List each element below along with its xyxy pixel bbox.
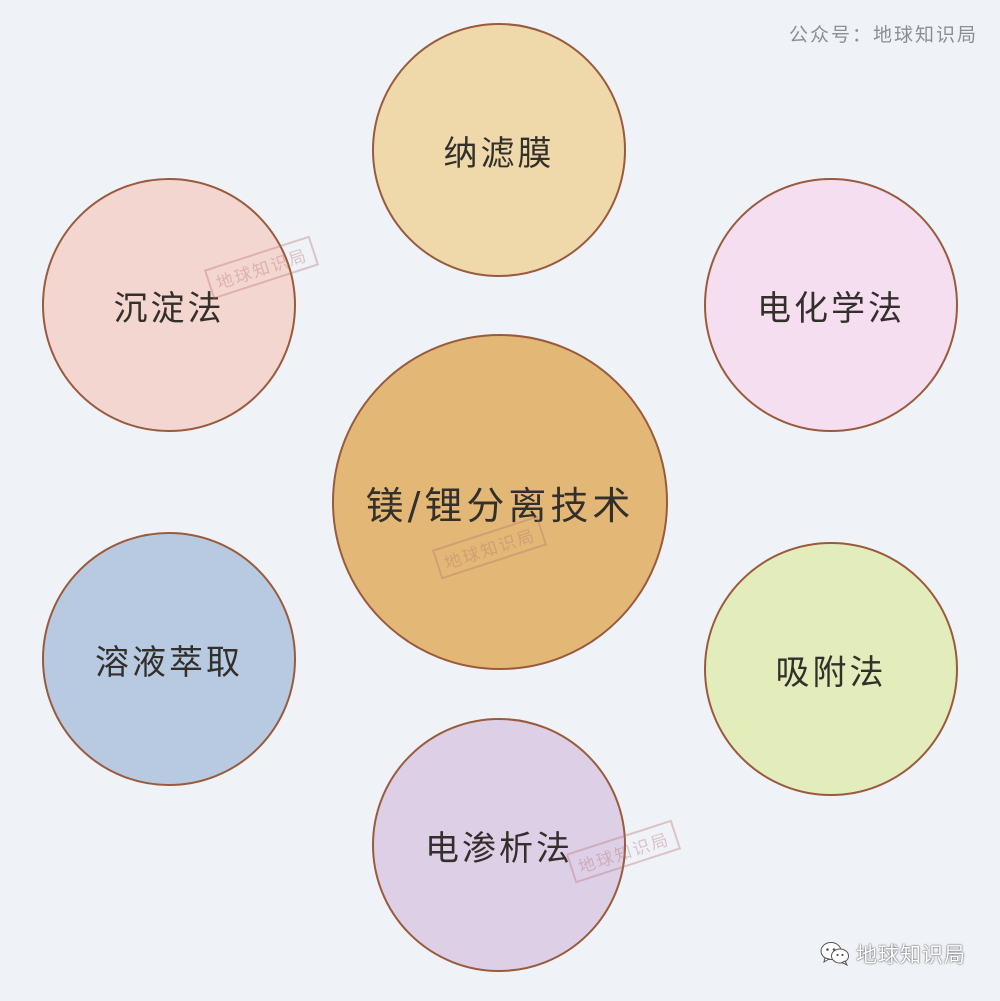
node-label: 吸附法 — [775, 652, 887, 693]
node-label: 电化学法 — [757, 288, 905, 329]
wechat-icon — [820, 942, 849, 967]
node-solvent-extraction: 溶液萃取 — [42, 532, 296, 786]
node-label: 溶液萃取 — [95, 642, 243, 683]
node-label: 电渗析法 — [425, 828, 573, 869]
node-center-technology: 镁/锂分离技术 — [332, 334, 668, 670]
node-label: 沉淀法 — [113, 288, 225, 329]
footer-brand-label: 地球知识局 — [856, 943, 966, 967]
node-label: 镁/锂分离技术 — [365, 483, 635, 528]
node-precipitation: 沉淀法 — [42, 178, 296, 432]
source-credit: 公众号：地球知识局 — [788, 24, 978, 46]
node-electrodialysis: 电渗析法 — [372, 718, 626, 972]
node-electrochemical: 电化学法 — [704, 178, 958, 432]
node-adsorption: 吸附法 — [704, 542, 958, 796]
node-label: 纳滤膜 — [443, 133, 555, 174]
node-nanofiltration: 纳滤膜 — [372, 23, 626, 277]
footer-brand: 地球知识局 — [820, 939, 966, 969]
